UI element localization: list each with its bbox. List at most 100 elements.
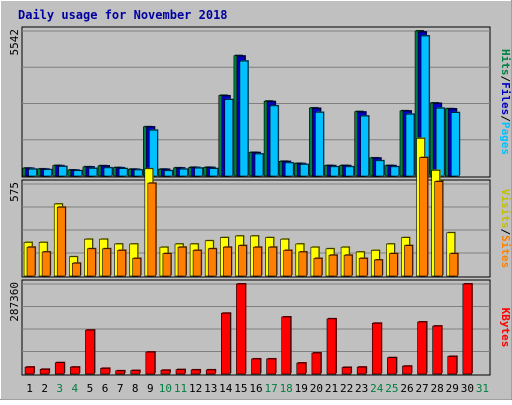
panel-top-axis-label: Hits/Files/Pages xyxy=(499,49,512,155)
bar-pages-day-15 xyxy=(239,60,249,177)
bar-sites-day-13 xyxy=(207,248,217,277)
x-tick-label-day-10: 10 xyxy=(159,382,172,395)
bar-pages-day-11 xyxy=(179,168,188,177)
x-tick-label-day-29: 29 xyxy=(446,382,459,395)
bar-pages-day-19 xyxy=(299,164,309,177)
bar-pages-day-13 xyxy=(209,168,219,177)
bar-kbytes-day-19 xyxy=(296,362,307,375)
bar-kbytes-day-1 xyxy=(24,366,35,375)
bar-sites-day-25 xyxy=(389,253,398,277)
bar-kbytes-day-28 xyxy=(432,325,442,375)
x-tick-label-day-22: 22 xyxy=(340,382,353,395)
bar-kbytes-day-26 xyxy=(402,365,412,375)
x-tick-label-day-11: 11 xyxy=(174,382,187,395)
bar-sites-day-6 xyxy=(102,248,111,277)
bar-kbytes-day-24 xyxy=(371,322,382,375)
bar-sites-day-21 xyxy=(328,254,338,277)
panel-top: 5542 Hits/Files/Pages xyxy=(8,26,512,178)
axis-label-segment: / xyxy=(499,76,512,83)
axis-label-segment: / xyxy=(499,229,512,236)
bar-kbytes-day-8 xyxy=(130,370,141,375)
x-tick-label-day-26: 26 xyxy=(400,382,413,395)
bar-kbytes-day-18 xyxy=(281,316,291,375)
bar-sites-day-1 xyxy=(26,246,36,277)
bar-pages-day-26 xyxy=(405,113,415,177)
x-tick-label-day-5: 5 xyxy=(87,382,94,395)
bar-pages-day-28 xyxy=(435,107,445,177)
panel-bottom-ymax-label: 287360 xyxy=(8,282,21,322)
bar-sites-day-19 xyxy=(298,251,308,277)
bar-sites-day-18 xyxy=(283,250,292,277)
bar-sites-day-26 xyxy=(404,245,413,277)
x-tick-label-day-2: 2 xyxy=(41,382,48,395)
x-tick-label-day-24: 24 xyxy=(370,382,384,395)
bar-pages-day-18 xyxy=(284,162,294,177)
bar-pages-day-8 xyxy=(133,169,143,177)
bar-pages-day-12 xyxy=(194,167,203,177)
bar-pages-day-1 xyxy=(28,168,37,177)
bar-pages-day-6 xyxy=(103,167,113,177)
x-tick-label-day-30: 30 xyxy=(461,382,474,395)
bar-sites-day-28 xyxy=(434,181,443,277)
bar-kbytes-day-7 xyxy=(115,370,125,375)
bar-kbytes-day-14 xyxy=(221,312,231,375)
bar-pages-day-2 xyxy=(43,169,52,177)
x-tick-label-day-9: 9 xyxy=(147,382,154,395)
bar-sites-day-11 xyxy=(177,246,187,277)
x-tick-label-day-7: 7 xyxy=(117,382,124,395)
x-tick-label-day-15: 15 xyxy=(234,382,247,395)
bar-sites-day-29 xyxy=(449,253,459,277)
bar-pages-day-16 xyxy=(254,153,264,177)
bar-pages-day-5 xyxy=(88,168,98,177)
bar-sites-day-23 xyxy=(358,258,368,277)
x-tick-label-day-14: 14 xyxy=(219,382,233,395)
axis-label-segment: / xyxy=(499,115,512,122)
bar-pages-day-14 xyxy=(224,99,234,177)
bar-pages-day-7 xyxy=(118,168,128,177)
x-tick-label-day-27: 27 xyxy=(415,382,428,395)
bar-kbytes-day-2 xyxy=(39,369,50,375)
axis-label-segment: Visits xyxy=(499,189,512,229)
panel-bottom: 287360 KBytes xyxy=(8,279,512,376)
bar-sites-day-20 xyxy=(313,258,323,277)
bar-pages-day-4 xyxy=(73,170,83,177)
bar-pages-day-20 xyxy=(315,112,324,177)
x-tick-label-day-13: 13 xyxy=(204,382,217,395)
bar-kbytes-day-9 xyxy=(145,351,156,375)
bar-sites-day-2 xyxy=(41,251,51,277)
chart-title: Daily usage for November 2018 xyxy=(18,8,228,22)
bar-sites-day-16 xyxy=(253,246,262,277)
panel-top-ymax-label: 5542 xyxy=(8,29,21,56)
bar-sites-day-27 xyxy=(419,157,428,277)
panel-middle: 575 Visits/Sites xyxy=(8,137,512,278)
panel-bottom-axis-label: KBytes xyxy=(499,308,512,348)
bar-sites-day-15 xyxy=(238,245,247,277)
bar-sites-day-10 xyxy=(162,253,172,277)
bar-sites-day-24 xyxy=(373,259,383,277)
bar-kbytes-day-20 xyxy=(311,352,322,375)
x-tick-label-day-3: 3 xyxy=(56,382,63,395)
bar-sites-day-5 xyxy=(87,248,96,277)
x-tick-label-day-4: 4 xyxy=(72,382,79,395)
bar-kbytes-day-6 xyxy=(100,368,110,375)
x-tick-label-day-8: 8 xyxy=(132,382,139,395)
x-axis-labels: 1 2 3 4 5 6 7 8 9 10 11 12 13 14 15 16 17 18 19 20 21 22 23 24 2… xyxy=(26,382,489,395)
bar-pages-day-17 xyxy=(269,105,279,177)
bar-kbytes-day-11 xyxy=(175,369,186,375)
bar-sites-day-17 xyxy=(268,246,277,277)
bar-sites-day-12 xyxy=(192,250,202,277)
x-tick-label-day-17: 17 xyxy=(264,382,277,395)
bar-pages-day-23 xyxy=(360,115,369,177)
x-tick-label-day-18: 18 xyxy=(280,382,293,395)
bar-kbytes-day-4 xyxy=(70,366,80,375)
bar-pages-day-10 xyxy=(164,170,173,177)
bar-kbytes-day-10 xyxy=(160,369,171,375)
x-tick-label-day-6: 6 xyxy=(102,382,109,395)
bar-sites-day-3 xyxy=(56,206,66,277)
bar-kbytes-day-13 xyxy=(205,369,216,375)
x-tick-label-day-12: 12 xyxy=(189,382,202,395)
bar-sites-day-22 xyxy=(343,254,353,277)
